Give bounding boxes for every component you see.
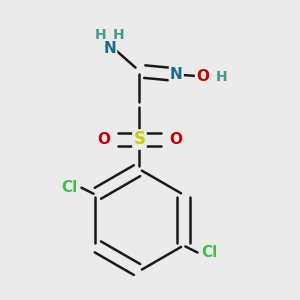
Text: O: O: [196, 69, 209, 84]
Text: S: S: [134, 130, 146, 148]
Text: O: O: [97, 132, 110, 147]
Text: H: H: [112, 28, 124, 42]
Text: Cl: Cl: [202, 245, 218, 260]
Text: N: N: [170, 67, 183, 82]
Text: N: N: [103, 41, 116, 56]
Text: O: O: [169, 132, 182, 147]
Text: H: H: [95, 28, 107, 42]
Text: Cl: Cl: [61, 180, 77, 195]
Text: H: H: [215, 70, 227, 84]
